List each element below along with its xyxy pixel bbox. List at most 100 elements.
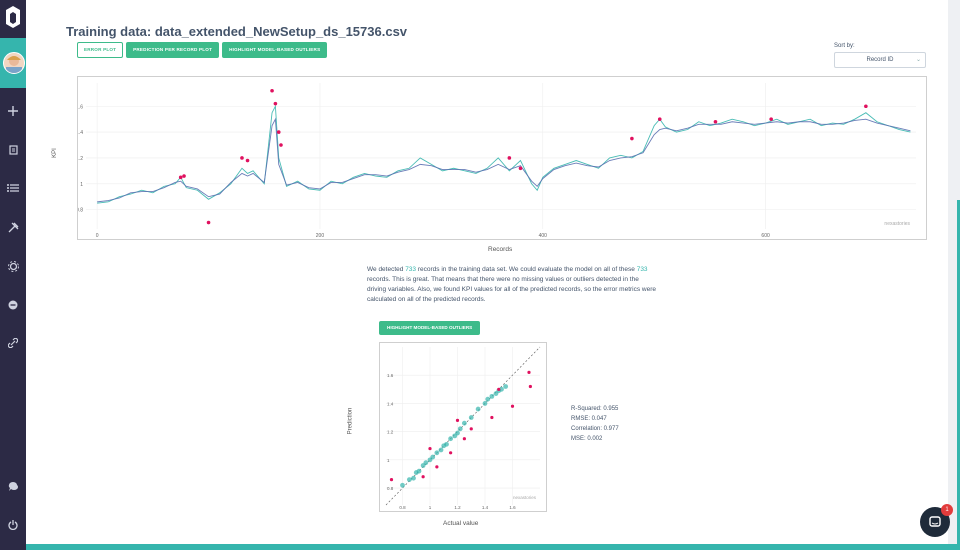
scatter-point bbox=[457, 426, 463, 432]
add-icon[interactable] bbox=[5, 103, 21, 119]
tab-error-plot[interactable]: ERROR PLOT bbox=[77, 42, 124, 58]
link-icon[interactable] bbox=[5, 335, 21, 351]
outlier-point bbox=[490, 415, 494, 420]
scatter-point bbox=[489, 393, 495, 399]
outlier-point bbox=[469, 427, 473, 431]
chat-launcher-button[interactable]: 1 bbox=[920, 504, 953, 537]
sort-select[interactable]: Record ID ⌄ bbox=[834, 52, 926, 68]
records-detected-count: 733 bbox=[405, 266, 417, 273]
outlier-point bbox=[276, 130, 281, 134]
outlier-point bbox=[657, 117, 662, 121]
metric-correlation: Correlation: 0.977 bbox=[571, 426, 619, 432]
records-evaluated-count: 733 bbox=[636, 266, 648, 273]
chat-icon bbox=[929, 516, 941, 527]
scatter-point bbox=[482, 401, 488, 406]
scatter-point bbox=[461, 420, 467, 426]
outlier-point bbox=[713, 119, 718, 124]
outlier-point bbox=[518, 166, 523, 171]
outlier-point bbox=[527, 370, 531, 374]
chat-bubble-icon[interactable] bbox=[5, 479, 21, 495]
outlier-point bbox=[630, 136, 634, 141]
tools-icon[interactable] bbox=[5, 219, 21, 235]
scatter-point bbox=[444, 441, 449, 447]
x-tick-label: 1 bbox=[429, 505, 432, 510]
outlier-point bbox=[421, 475, 425, 479]
metric-r-squared: R-Squared: 0.955 bbox=[571, 406, 619, 412]
outlier-point bbox=[449, 451, 453, 455]
y-tick-label: 1 bbox=[387, 458, 390, 463]
bottom-accent-bar bbox=[26, 544, 960, 550]
actual-vs-prediction-chart: 0.8 1 1.2 1.4 1.6 0.8 1 1.2 1.4 1.6 nexastories bbox=[379, 342, 547, 512]
page-title: Training data: data_extended_NewSetup_ds… bbox=[66, 24, 408, 39]
document-icon[interactable] bbox=[5, 142, 21, 158]
sort-label: Sort by: bbox=[834, 43, 855, 49]
chart1-y-label: KPI bbox=[51, 148, 58, 158]
outlier-point bbox=[435, 465, 439, 469]
outlier-point bbox=[864, 104, 868, 109]
scatter-point bbox=[485, 396, 491, 402]
metric-rmse: RMSE: 0.047 bbox=[571, 416, 607, 422]
x-tick-label: 400 bbox=[539, 233, 548, 239]
chart2-y-label: Prediction bbox=[347, 407, 354, 435]
scatter-point bbox=[400, 482, 405, 488]
y-tick-label: 1.4 bbox=[387, 401, 394, 406]
y-tick-label: 1.6 bbox=[387, 373, 394, 378]
power-icon[interactable] bbox=[5, 517, 21, 533]
x-tick-label: 1.6 bbox=[509, 505, 516, 510]
chart2-x-label: Actual value bbox=[443, 520, 479, 527]
y-tick-label: 0.8 bbox=[78, 208, 83, 214]
x-tick-label: 0 bbox=[96, 233, 99, 239]
outlier-point bbox=[245, 158, 250, 163]
outlier-point bbox=[510, 404, 515, 408]
outlier-point bbox=[497, 387, 501, 391]
minus-circle-icon[interactable] bbox=[5, 297, 21, 313]
y-tick-label: 1.2 bbox=[387, 430, 394, 435]
scatter-point bbox=[423, 460, 429, 466]
y-tick-label: 1.6 bbox=[78, 104, 83, 110]
outlier-point bbox=[182, 174, 186, 178]
outlier-point bbox=[528, 384, 532, 389]
gear-icon[interactable] bbox=[5, 258, 21, 274]
scatter-point bbox=[475, 406, 481, 412]
x-tick-label: 600 bbox=[761, 233, 770, 239]
scatter-chart-svg: 0.8 1 1.2 1.4 1.6 0.8 1 1.2 1.4 1.6 nexastories bbox=[385, 346, 541, 510]
outlier-point bbox=[455, 418, 460, 422]
scrollbar-track[interactable] bbox=[948, 0, 960, 550]
scatter-point bbox=[430, 454, 436, 460]
x-tick-label: 0.8 bbox=[399, 505, 406, 510]
sort-select-value: Record ID bbox=[866, 57, 894, 63]
outlier-point bbox=[462, 437, 466, 441]
series-line-actual bbox=[97, 104, 911, 204]
outlier-point bbox=[769, 117, 773, 121]
avatar[interactable] bbox=[3, 52, 25, 74]
outlier-point bbox=[279, 143, 283, 147]
watermark-logo: nexastories bbox=[884, 221, 910, 227]
tab-prediction-per-record[interactable]: PREDICTION PER RECORD PLOT bbox=[126, 42, 220, 58]
x-tick-label: 1.4 bbox=[482, 505, 489, 510]
watermark-logo: nexastories bbox=[513, 495, 537, 500]
y-tick-label: 0.8 bbox=[387, 486, 394, 491]
x-tick-label: 200 bbox=[316, 233, 325, 239]
chevron-down-icon: ⌄ bbox=[915, 57, 921, 63]
scatter-point bbox=[438, 447, 444, 453]
plot-tabs: ERROR PLOT PREDICTION PER RECORD PLOT HI… bbox=[77, 42, 328, 58]
scatter-point bbox=[434, 450, 440, 456]
app-logo[interactable] bbox=[5, 6, 21, 28]
outlier-point bbox=[178, 175, 183, 180]
outlier-point bbox=[428, 446, 432, 451]
chat-unread-badge: 1 bbox=[941, 504, 953, 516]
scrollbar-thumb[interactable] bbox=[957, 200, 960, 550]
metric-mse: MSE: 0.002 bbox=[571, 436, 603, 442]
scatter-point bbox=[406, 477, 412, 483]
y-tick-label: 1.2 bbox=[78, 156, 83, 162]
scatter-point bbox=[468, 415, 474, 420]
tab-highlight-outliers[interactable]: HIGHLIGHT MODEL-BASED OUTLIERS bbox=[222, 42, 328, 58]
y-tick-label: 1 bbox=[80, 182, 83, 188]
list-icon[interactable] bbox=[5, 180, 21, 196]
highlight-outliers-button[interactable]: HIGHLIGHT MODEL-BASED OUTLIERS bbox=[379, 321, 481, 335]
scatter-point bbox=[416, 468, 422, 474]
outlier-point bbox=[270, 88, 274, 93]
chart1-x-label: Records bbox=[488, 246, 513, 253]
x-tick-label: 1.2 bbox=[454, 505, 461, 510]
line-chart-svg: 0.8 1 1.2 1.4 1.6 0 200 400 600 nexastories bbox=[76, 83, 916, 239]
